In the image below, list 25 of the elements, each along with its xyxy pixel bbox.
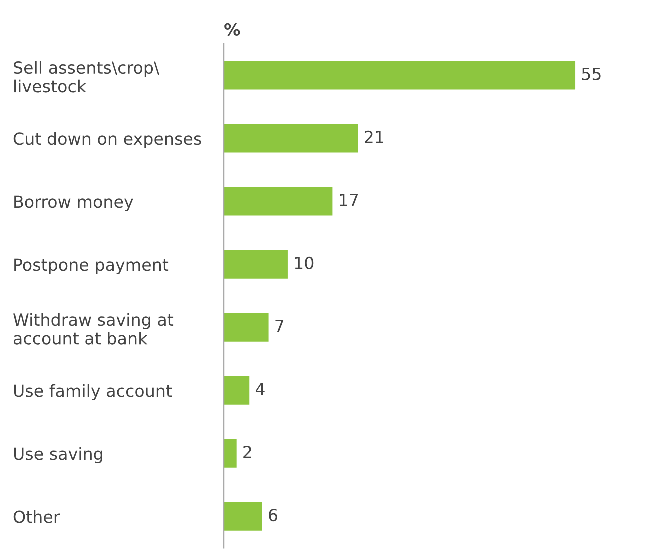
data-label: 10 <box>295 256 314 270</box>
y-tick-label: Use saving <box>14 447 102 464</box>
bar <box>224 376 250 405</box>
bar <box>224 440 237 468</box>
y-tick-label: Use family account <box>14 384 172 400</box>
data-label: 21 <box>365 130 384 144</box>
data-label: 4 <box>256 383 265 396</box>
bar <box>224 313 269 342</box>
x-axis-title: % <box>224 23 240 36</box>
y-tick-label: Cut down on expenses <box>14 132 202 148</box>
y-tick-label: Borrow money <box>14 196 134 212</box>
data-label: 2 <box>244 446 252 458</box>
y-tick-label: Postpone payment <box>14 258 169 274</box>
data-label: 6 <box>269 508 278 522</box>
data-label: 55 <box>582 68 601 80</box>
data-label: 7 <box>276 320 284 332</box>
bar <box>224 250 288 279</box>
y-tick-label: Sell assents\crop\ livestock <box>14 61 160 93</box>
bar <box>224 502 262 531</box>
bar <box>224 124 358 153</box>
bar <box>224 61 576 90</box>
data-label: 17 <box>340 194 358 206</box>
y-tick-label: Withdraw saving at account at bank <box>14 313 174 345</box>
bar <box>224 187 333 216</box>
y-tick-label: Other <box>14 510 60 524</box>
